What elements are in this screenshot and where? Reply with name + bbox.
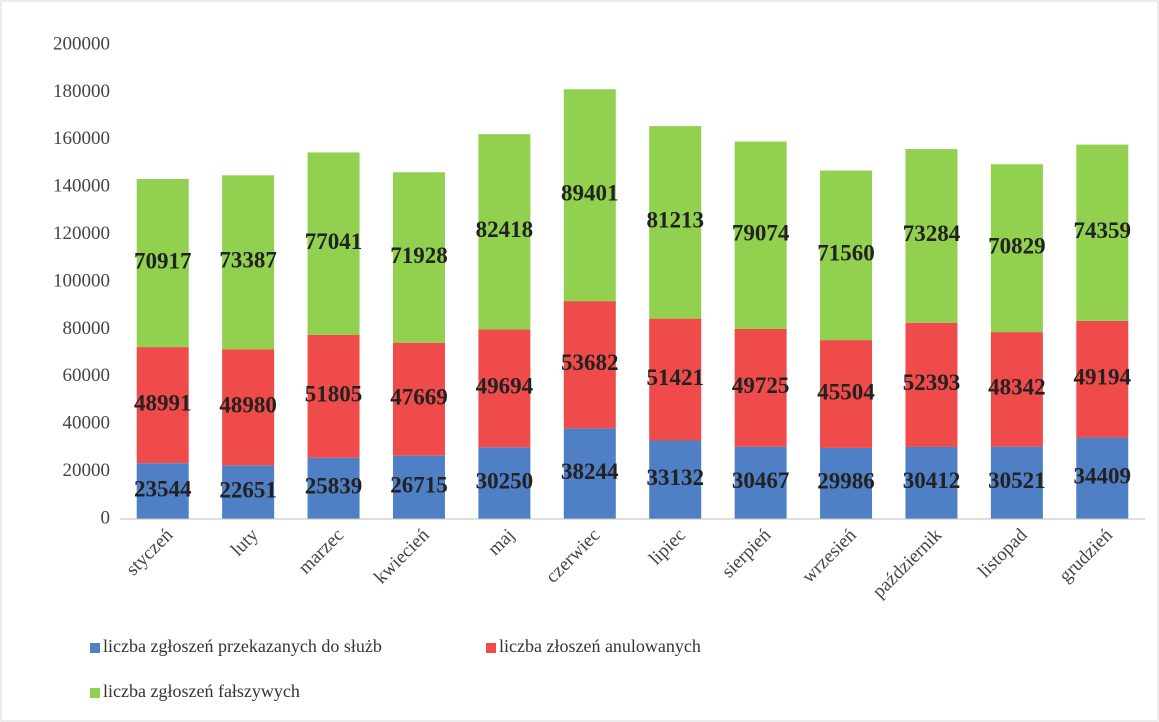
y-tick-label: 0 — [101, 507, 111, 528]
data-label: 30521 — [988, 468, 1046, 493]
bar-segment — [649, 318, 702, 441]
y-tick-label: 100000 — [53, 270, 110, 291]
bar-segment — [1076, 437, 1129, 519]
data-label: 26715 — [390, 473, 448, 498]
data-label: 70829 — [988, 233, 1046, 258]
bar-segment — [392, 342, 445, 456]
data-label: 73387 — [219, 248, 277, 273]
bar-segment — [222, 465, 275, 519]
data-label: 45504 — [817, 379, 875, 404]
data-label: 73284 — [903, 221, 961, 246]
data-label: 47669 — [390, 384, 448, 409]
bar-segment — [136, 347, 189, 464]
bar-segment — [734, 446, 787, 519]
bar-segment — [478, 447, 531, 519]
bar-segment — [649, 126, 702, 319]
data-label: 89401 — [561, 180, 619, 205]
legend-label: liczba zgłoszeń fałszywych — [103, 681, 300, 701]
legend-swatch — [486, 643, 496, 653]
bar-segment — [307, 152, 360, 335]
bar-segment — [136, 463, 189, 519]
data-label: 71560 — [817, 241, 875, 266]
bar-segment — [734, 328, 787, 447]
bar-segment — [563, 301, 616, 429]
data-label: 81213 — [646, 208, 704, 233]
legend-swatch — [90, 643, 100, 653]
data-label: 29986 — [817, 469, 875, 494]
y-tick-label: 20000 — [63, 460, 111, 481]
bar-segment — [820, 447, 873, 519]
y-tick-label: 140000 — [53, 176, 110, 197]
y-tick-label: 120000 — [53, 223, 110, 244]
data-label: 71928 — [390, 243, 448, 268]
bar-segment — [222, 175, 275, 350]
y-tick-label: 60000 — [63, 365, 111, 386]
data-label: 30467 — [732, 468, 790, 493]
bar-segment — [478, 134, 531, 330]
data-label: 49194 — [1074, 364, 1132, 389]
y-tick-label: 160000 — [53, 128, 110, 149]
data-label: 77041 — [305, 229, 363, 254]
bar-segment — [136, 179, 189, 348]
data-label: 70917 — [134, 248, 192, 273]
bar-segment — [990, 164, 1043, 333]
data-label: 34409 — [1074, 464, 1132, 489]
bar-segment — [649, 440, 702, 519]
data-label: 49694 — [476, 374, 534, 399]
y-tick-label: 180000 — [53, 81, 110, 102]
data-label: 30250 — [476, 468, 534, 493]
data-label: 38244 — [561, 459, 619, 484]
data-label: 33132 — [646, 465, 704, 490]
data-label: 51805 — [305, 382, 363, 407]
bar-segment — [392, 455, 445, 519]
y-tick-label: 40000 — [63, 413, 111, 434]
bar-segment — [905, 446, 958, 519]
data-label: 53682 — [561, 350, 619, 375]
bar-segment — [307, 457, 360, 519]
bar-segment — [307, 334, 360, 458]
data-label: 49725 — [732, 373, 790, 398]
bar-segment — [905, 322, 958, 447]
data-label: 30412 — [903, 468, 961, 493]
data-label: 22651 — [219, 477, 277, 502]
data-label: 51421 — [646, 365, 704, 390]
bar-segment — [990, 332, 1043, 447]
data-label: 79074 — [732, 221, 790, 246]
data-label: 74359 — [1074, 218, 1132, 243]
bar-segment — [820, 170, 873, 341]
data-label: 48980 — [219, 393, 277, 418]
y-tick-label: 80000 — [63, 318, 111, 339]
bar-segment — [392, 172, 445, 343]
bar-segment — [563, 428, 616, 519]
data-label: 52393 — [903, 370, 961, 395]
y-tick-label: 200000 — [53, 33, 110, 54]
bar-segment — [478, 329, 531, 448]
legend-label: liczba złoszeń anulowanych — [499, 636, 701, 656]
legend-swatch — [90, 688, 100, 698]
bar-segment — [990, 446, 1043, 519]
data-label: 48342 — [988, 375, 1046, 400]
bar-segment — [1076, 320, 1129, 438]
bar-segment — [905, 149, 958, 323]
legend-label: liczba zgłoszeń przekazanych do służb — [103, 636, 382, 656]
data-label: 23544 — [134, 476, 192, 501]
bar-segment — [563, 89, 616, 302]
bar-segment — [820, 340, 873, 448]
bar-segment — [734, 141, 787, 329]
data-label: 82418 — [476, 217, 534, 242]
data-label: 48991 — [134, 390, 192, 415]
data-label: 25839 — [305, 474, 363, 499]
bar-segment — [222, 349, 275, 466]
bar-segment — [1076, 144, 1129, 321]
